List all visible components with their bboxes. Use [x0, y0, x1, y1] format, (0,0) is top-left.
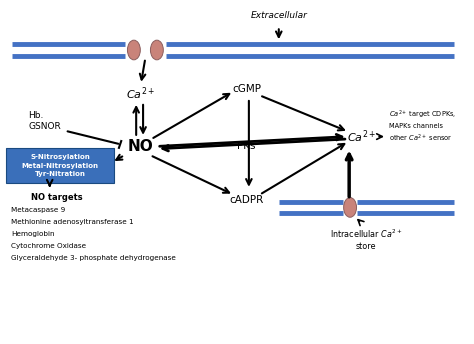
Text: Methionine adenosyltransferase 1: Methionine adenosyltransferase 1: [11, 219, 134, 225]
Text: PKs: PKs: [237, 141, 256, 151]
Text: $Ca^{2+}$: $Ca^{2+}$: [347, 128, 376, 145]
Text: Metacaspase 9: Metacaspase 9: [11, 207, 65, 213]
Text: Cytochrome Oxidase: Cytochrome Oxidase: [11, 243, 86, 249]
Text: Intracellular $Ca^{2+}$
store: Intracellular $Ca^{2+}$ store: [330, 228, 402, 251]
FancyBboxPatch shape: [7, 148, 114, 183]
Text: cADPR: cADPR: [229, 195, 264, 205]
Text: Glyceraldehyde 3- phosphate dehydrogenase: Glyceraldehyde 3- phosphate dehydrogenas…: [11, 256, 176, 261]
Text: Extracellular: Extracellular: [250, 11, 307, 20]
Text: NO targets: NO targets: [31, 193, 83, 202]
Text: NO: NO: [128, 139, 154, 154]
Text: Hb.
GSNOR: Hb. GSNOR: [28, 111, 61, 130]
Text: $Ca^{2+}$: $Ca^{2+}$: [126, 85, 155, 101]
Text: S-Nitrosylation
Metal-Nitrosylation
Tyr-Nitration: S-Nitrosylation Metal-Nitrosylation Tyr-…: [21, 154, 99, 177]
Ellipse shape: [344, 197, 356, 217]
Text: Hemoglobin: Hemoglobin: [11, 231, 55, 237]
Text: cGMP: cGMP: [232, 84, 261, 94]
Text: $Ca^{2+}$ target CDPKs,
MAPKs channels
other $Ca^{2+}$ sensor: $Ca^{2+}$ target CDPKs, MAPKs channels o…: [389, 109, 456, 144]
Ellipse shape: [128, 40, 140, 60]
Ellipse shape: [150, 40, 164, 60]
